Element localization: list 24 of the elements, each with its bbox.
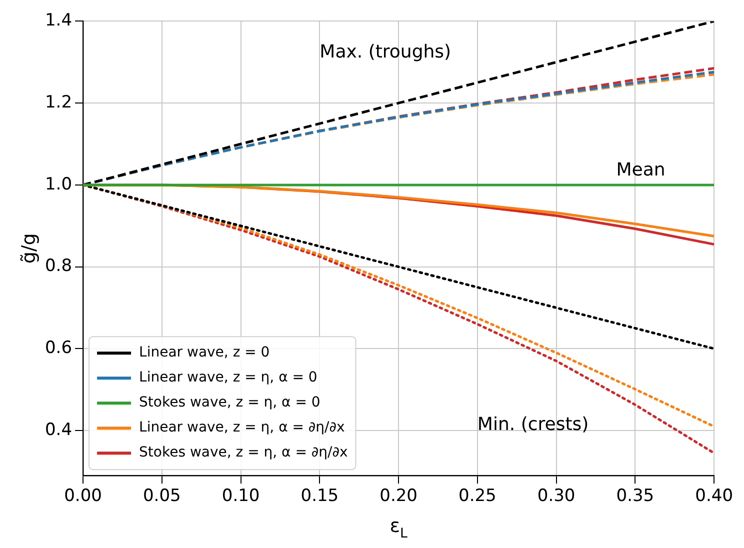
legend-label: Linear wave, z = η, α = 0: [139, 370, 318, 386]
x-tick-label: 0.10: [222, 486, 260, 506]
x-tick-label: 0.05: [142, 486, 181, 506]
x-tick-label: 0.25: [458, 486, 496, 506]
y-tick-label: 1.0: [44, 174, 72, 194]
legend-label: Stokes wave, z = η, α = 0: [139, 394, 320, 411]
legend-label: Linear wave, z = η, α = ∂η/∂x: [139, 420, 345, 436]
legend-label: Stokes wave, z = η, α = ∂η/∂x: [139, 444, 348, 461]
y-tick-label: 0.8: [44, 256, 72, 276]
y-tick-label: 1.2: [44, 92, 72, 112]
annotation: Max. (troughs): [320, 42, 452, 63]
x-tick-label: 0.35: [616, 486, 654, 506]
annotation: Min. (crests): [477, 414, 589, 436]
annotation: Mean: [616, 160, 666, 181]
y-tick-label: 0.4: [44, 420, 72, 440]
y-tick-label: 1.4: [44, 10, 72, 31]
x-tick-label: 0.00: [64, 486, 102, 506]
x-tick-label: 0.30: [537, 486, 576, 506]
x-tick-label: 0.15: [300, 486, 339, 506]
legend-label: Linear wave, z = 0: [139, 344, 270, 361]
x-tick-label: 0.40: [695, 486, 734, 506]
y-tick-label: 0.6: [44, 338, 72, 358]
y-axis-title: g̃/g: [18, 233, 40, 264]
x-tick-label: 0.20: [380, 486, 418, 506]
